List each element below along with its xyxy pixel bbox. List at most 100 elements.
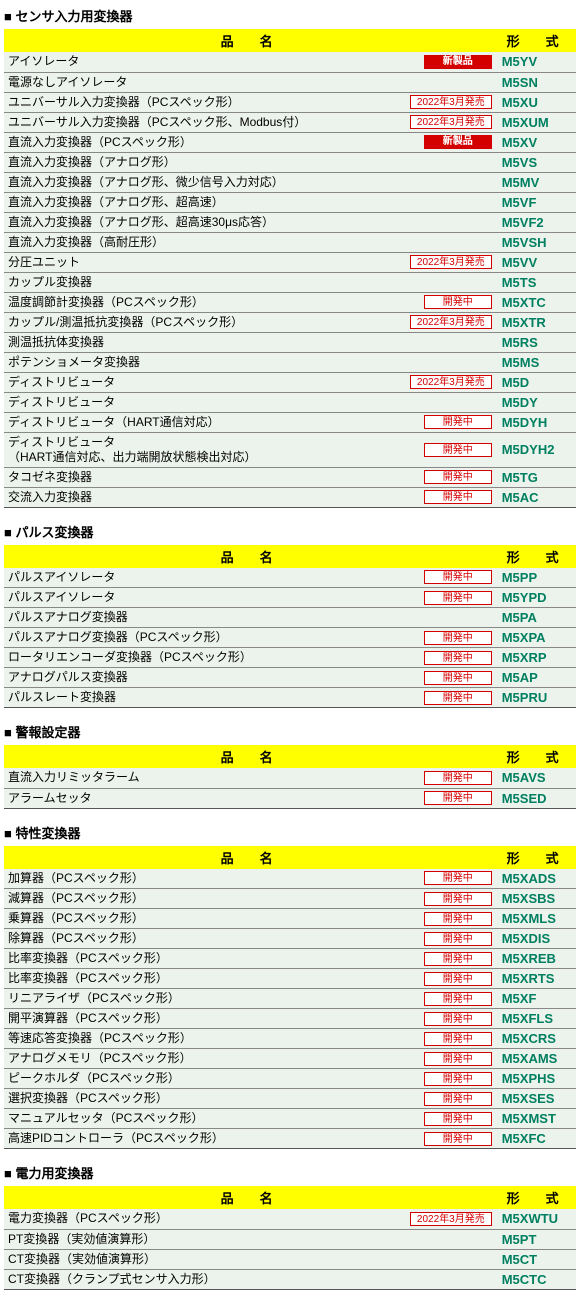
- model-number[interactable]: M5CT: [496, 1249, 576, 1269]
- model-number[interactable]: M5VF: [496, 192, 576, 212]
- table-row: 直流入力変換器（アナログ形、超高速） M5VF: [4, 192, 576, 212]
- dev-badge: 開発中: [424, 295, 492, 309]
- dev-badge: 開発中: [424, 932, 492, 946]
- model-number[interactable]: M5RS: [496, 332, 576, 352]
- product-name: 直流入力変換器（アナログ形、超高速）: [8, 195, 492, 210]
- model-number[interactable]: M5XTC: [496, 292, 576, 312]
- model-number[interactable]: M5XUM: [496, 112, 576, 132]
- model-number[interactable]: M5SED: [496, 788, 576, 808]
- product-name: ロータリエンコーダ変換器（PCスペック形）: [8, 650, 420, 665]
- model-number[interactable]: M5PP: [496, 568, 576, 588]
- product-name-cell: 乗算器（PCスペック形）開発中: [4, 909, 496, 929]
- product-name: 等速応答変換器（PCスペック形）: [8, 1031, 420, 1046]
- model-number[interactable]: M5TG: [496, 467, 576, 487]
- model-number[interactable]: M5XFLS: [496, 1009, 576, 1029]
- product-name-cell: ポテンショメータ変換器: [4, 352, 496, 372]
- product-name-cell: CT変換器（実効値演算形）: [4, 1249, 496, 1269]
- dev-badge: 開発中: [424, 691, 492, 705]
- product-name-cell: 温度調節計変換器（PCスペック形）開発中: [4, 292, 496, 312]
- model-number[interactable]: M5XCRS: [496, 1029, 576, 1049]
- product-name-cell: カップル変換器: [4, 272, 496, 292]
- product-name-cell: 高速PIDコントローラ（PCスペック形）開発中: [4, 1129, 496, 1149]
- table-row: ディストリビュータ（HART通信対応、出力端開放状態検出対応）開発中M5DYH2: [4, 432, 576, 467]
- product-name: 開平演算器（PCスペック形）: [8, 1011, 420, 1026]
- model-number[interactable]: M5XRTS: [496, 969, 576, 989]
- table-row: カップル/測温抵抗変換器（PCスペック形）2022年3月発売M5XTR: [4, 312, 576, 332]
- model-number[interactable]: M5XSES: [496, 1089, 576, 1109]
- model-number[interactable]: M5AVS: [496, 768, 576, 788]
- table-row: 分圧ユニット2022年3月発売M5VV: [4, 252, 576, 272]
- model-number[interactable]: M5XADS: [496, 869, 576, 889]
- model-number[interactable]: M5VV: [496, 252, 576, 272]
- model-number[interactable]: M5XMST: [496, 1109, 576, 1129]
- model-number[interactable]: M5VF2: [496, 212, 576, 232]
- product-table: 品 名形 式パルスアイソレータ開発中M5PPパルスアイソレータ開発中M5YPDパ…: [4, 545, 576, 709]
- product-name: 直流入力変換器（高耐圧形）: [8, 235, 492, 250]
- model-number[interactable]: M5VSH: [496, 232, 576, 252]
- product-name-cell: 減算器（PCスペック形）開発中: [4, 889, 496, 909]
- product-name-cell: タコゼネ変換器開発中: [4, 467, 496, 487]
- model-number[interactable]: M5XDIS: [496, 929, 576, 949]
- dev-badge: 開発中: [424, 952, 492, 966]
- new-badge: 新製品: [424, 55, 492, 69]
- model-number[interactable]: M5XPA: [496, 628, 576, 648]
- table-row: 直流入力変換器（PCスペック形）新製品M5XV: [4, 132, 576, 152]
- model-number[interactable]: M5YPD: [496, 588, 576, 608]
- product-name: パルスアナログ変換器（PCスペック形）: [8, 630, 420, 645]
- model-number[interactable]: M5XF: [496, 989, 576, 1009]
- model-number[interactable]: M5XWTU: [496, 1209, 576, 1229]
- section: ■ センサ入力用変換器品 名形 式アイソレータ新製品M5YV電源なしアイソレータ…: [4, 4, 576, 508]
- product-name-cell: アナログパルス変換器開発中: [4, 668, 496, 688]
- table-row: CT変換器（クランプ式センサ入力形）M5CTC: [4, 1269, 576, 1289]
- model-number[interactable]: M5TS: [496, 272, 576, 292]
- table-row: リニアライザ（PCスペック形）開発中M5XF: [4, 989, 576, 1009]
- model-number[interactable]: M5D: [496, 372, 576, 392]
- product-name: タコゼネ変換器: [8, 470, 420, 485]
- model-number[interactable]: M5XPHS: [496, 1069, 576, 1089]
- product-name: 交流入力変換器: [8, 490, 420, 505]
- model-number[interactable]: M5SN: [496, 72, 576, 92]
- dev-badge: 開発中: [424, 671, 492, 685]
- model-number[interactable]: M5XAMS: [496, 1049, 576, 1069]
- model-number[interactable]: M5XREB: [496, 949, 576, 969]
- product-name-cell: ディストリビュータ（HART通信対応、出力端開放状態検出対応）開発中: [4, 432, 496, 467]
- model-number[interactable]: M5DYH2: [496, 432, 576, 467]
- model-number[interactable]: M5XTR: [496, 312, 576, 332]
- product-name-cell: 等速応答変換器（PCスペック形）開発中: [4, 1029, 496, 1049]
- table-row: 電源なしアイソレータM5SN: [4, 72, 576, 92]
- product-table: 品 名形 式直流入力リミッタラーム開発中M5AVSアラームセッタ開発中M5SED: [4, 745, 576, 809]
- model-number[interactable]: M5MV: [496, 172, 576, 192]
- table-row: パルスアイソレータ開発中M5YPD: [4, 588, 576, 608]
- model-number[interactable]: M5MS: [496, 352, 576, 372]
- model-number[interactable]: M5PRU: [496, 688, 576, 708]
- model-number[interactable]: M5AP: [496, 668, 576, 688]
- product-name-cell: 直流入力変換器（アナログ形、超高速）: [4, 192, 496, 212]
- model-number[interactable]: M5CTC: [496, 1269, 576, 1289]
- product-name-cell: 直流入力変換器（PCスペック形）新製品: [4, 132, 496, 152]
- model-number[interactable]: M5XV: [496, 132, 576, 152]
- product-name: ディストリビュータ: [8, 375, 406, 390]
- model-number[interactable]: M5VS: [496, 152, 576, 172]
- model-number[interactable]: M5XU: [496, 92, 576, 112]
- model-number[interactable]: M5PA: [496, 608, 576, 628]
- model-number[interactable]: M5DY: [496, 392, 576, 412]
- product-name-cell: カップル/測温抵抗変換器（PCスペック形）2022年3月発売: [4, 312, 496, 332]
- product-name-cell: アラームセッタ開発中: [4, 788, 496, 808]
- table-row: 直流入力変換器（アナログ形、微少信号入力対応）M5MV: [4, 172, 576, 192]
- table-row: 直流入力変換器（アナログ形）M5VS: [4, 152, 576, 172]
- model-number[interactable]: M5XFC: [496, 1129, 576, 1149]
- product-name-cell: 直流入力変換器（アナログ形）: [4, 152, 496, 172]
- model-number[interactable]: M5PT: [496, 1229, 576, 1249]
- product-name-cell: 選択変換器（PCスペック形）開発中: [4, 1089, 496, 1109]
- release-date-badge: 2022年3月発売: [410, 95, 492, 109]
- model-number[interactable]: M5XSBS: [496, 889, 576, 909]
- model-number[interactable]: M5XMLS: [496, 909, 576, 929]
- model-number[interactable]: M5XRP: [496, 648, 576, 668]
- release-date-badge: 2022年3月発売: [410, 115, 492, 129]
- product-table: 品 名形 式アイソレータ新製品M5YV電源なしアイソレータM5SNユニバーサル入…: [4, 29, 576, 508]
- model-number[interactable]: M5AC: [496, 487, 576, 507]
- product-name-cell: パルスアナログ変換器: [4, 608, 496, 628]
- product-name: アナログメモリ（PCスペック形）: [8, 1051, 420, 1066]
- model-number[interactable]: M5DYH: [496, 412, 576, 432]
- model-number[interactable]: M5YV: [496, 52, 576, 72]
